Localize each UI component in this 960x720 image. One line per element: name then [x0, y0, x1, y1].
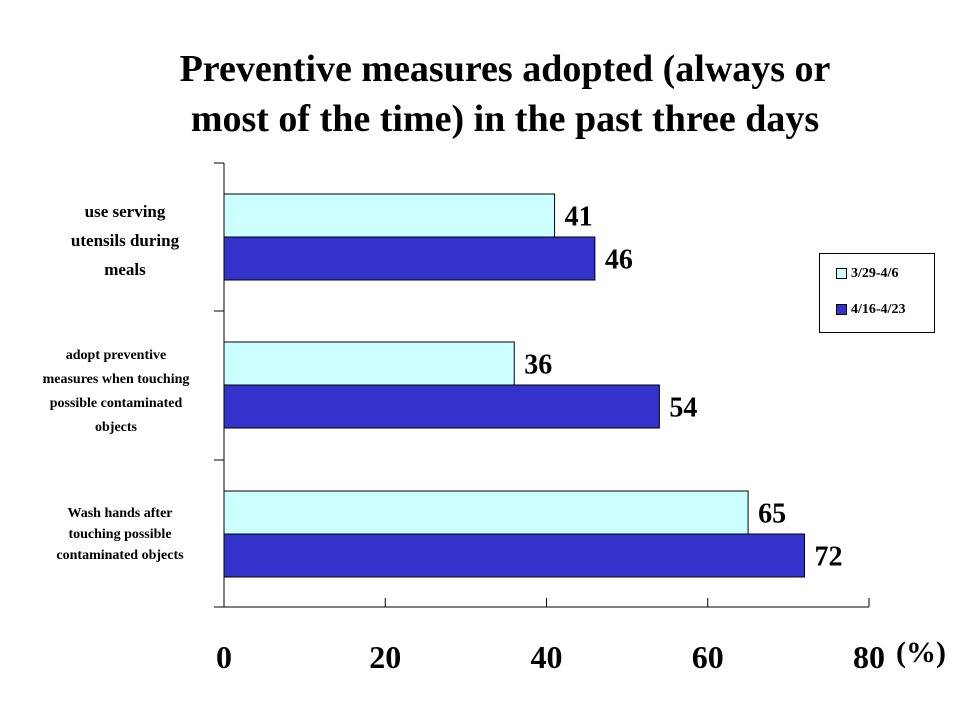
data-label-2-1: 46 [605, 245, 633, 276]
bar-2-2 [223, 384, 660, 429]
data-label-2-3: 72 [815, 542, 843, 573]
category-label-1: use serving utensils during meals [30, 197, 220, 284]
category-label-2-line-3: possible contaminated [49, 396, 183, 411]
x-tick-label-2: 20 [369, 639, 401, 675]
category-label-2-line-2: measures when touching [42, 372, 190, 387]
legend-swatch-series-2 [836, 304, 847, 316]
legend-label-series-2: 4/16-4/23 [851, 302, 906, 317]
x-tick-label-1: 0 [216, 639, 232, 675]
category-label-1-line-1: use serving [84, 202, 166, 221]
x-tick-label-3: 40 [531, 639, 563, 675]
data-label-1-3: 65 [758, 499, 786, 530]
legend-item-series-2: 4/16-4/23 [836, 302, 905, 318]
category-label-3-line-3: contaminated objects [56, 548, 184, 563]
chart-title-line-2: most of the time) in the past three days [190, 98, 820, 140]
category-label-3-line-1: Wash hands after [67, 506, 173, 521]
category-label-3: Wash hands after touching possible contami… [20, 503, 220, 566]
category-label-2-line-4: objects [95, 420, 137, 435]
bar-2-1 [223, 236, 596, 281]
data-label-1-2: 36 [524, 350, 552, 381]
data-label-1-1: 41 [565, 202, 593, 233]
legend-swatch-series-1 [836, 268, 847, 280]
category-label-1-line-2: utensils during [70, 231, 180, 250]
data-label-2-2: 54 [669, 393, 697, 424]
category-label-2-line-1: adopt preventive [65, 348, 167, 363]
bar-1-2 [223, 341, 515, 386]
chart-title: Preventive measures adopted (always or m… [0, 44, 960, 144]
bar-1-1 [223, 193, 556, 238]
legend-item-series-1: 3/29-4/6 [836, 266, 898, 282]
legend-label-series-1: 3/29-4/6 [851, 266, 899, 281]
category-label-2: adopt preventive measures when touching po… [10, 344, 222, 440]
x-tick-label-4: 60 [692, 639, 724, 675]
x-tick-label-5: 80 [853, 639, 885, 675]
axis-unit-label: (%) [896, 636, 946, 669]
chart-title-line-1: Preventive measures adopted (always or [179, 48, 831, 90]
category-label-1-line-3: meals [104, 260, 146, 279]
category-label-3-line-2: touching possible [68, 527, 172, 542]
legend: 3/29-4/6 4/16-4/23 [819, 253, 935, 333]
bar-1-3 [223, 490, 749, 535]
bar-2-3 [223, 533, 805, 578]
